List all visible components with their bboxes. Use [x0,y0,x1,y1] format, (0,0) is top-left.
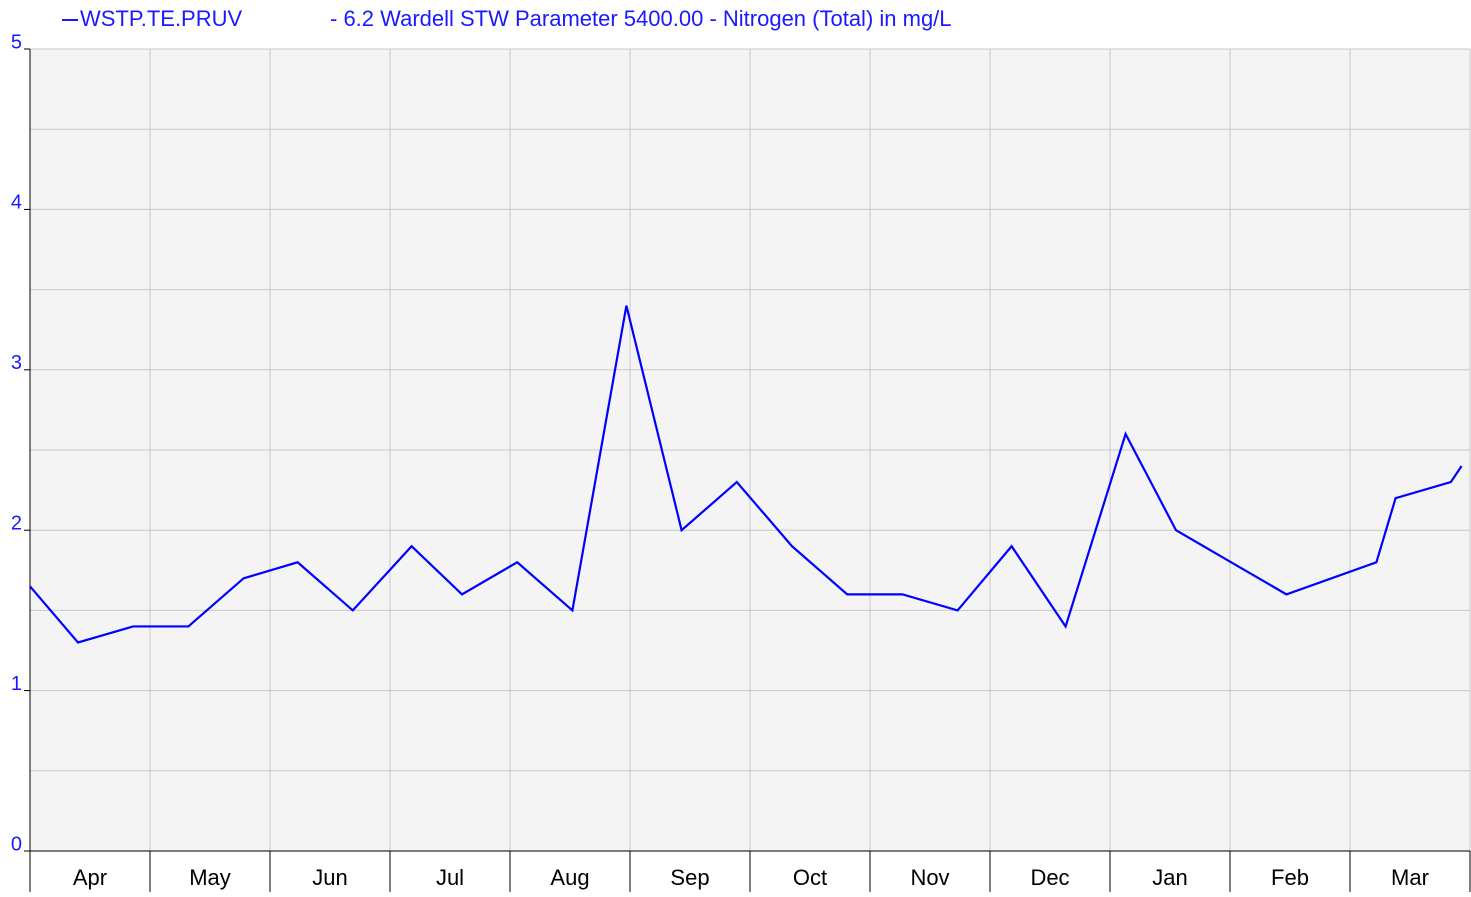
y-tick-label: 3 [11,352,22,374]
x-tick-label: Mar [1391,865,1429,890]
legend-label: WSTP.TE.PRUV [80,6,243,31]
x-tick-label: Jun [312,865,347,890]
chart-title: - 6.2 Wardell STW Parameter 5400.00 - Ni… [330,6,952,31]
y-tick-label: 2 [11,512,22,534]
x-tick-label: May [189,865,231,890]
x-tick-label: Sep [670,865,709,890]
y-tick-label: 5 [11,31,22,53]
x-tick-label: Jul [436,865,464,890]
data-line [29,305,1463,644]
x-tick-label: Apr [73,865,107,890]
x-tick-label: Oct [793,865,827,890]
x-tick-label: Aug [550,865,589,890]
x-tick-label: Nov [910,865,949,890]
y-tick-label: 4 [11,192,22,214]
x-tick-label: Feb [1271,865,1309,890]
y-tick-label: 0 [11,833,22,855]
x-tick-label: Dec [1030,865,1069,890]
x-tick-label: Jan [1152,865,1187,890]
y-tick-label: 1 [11,673,22,695]
